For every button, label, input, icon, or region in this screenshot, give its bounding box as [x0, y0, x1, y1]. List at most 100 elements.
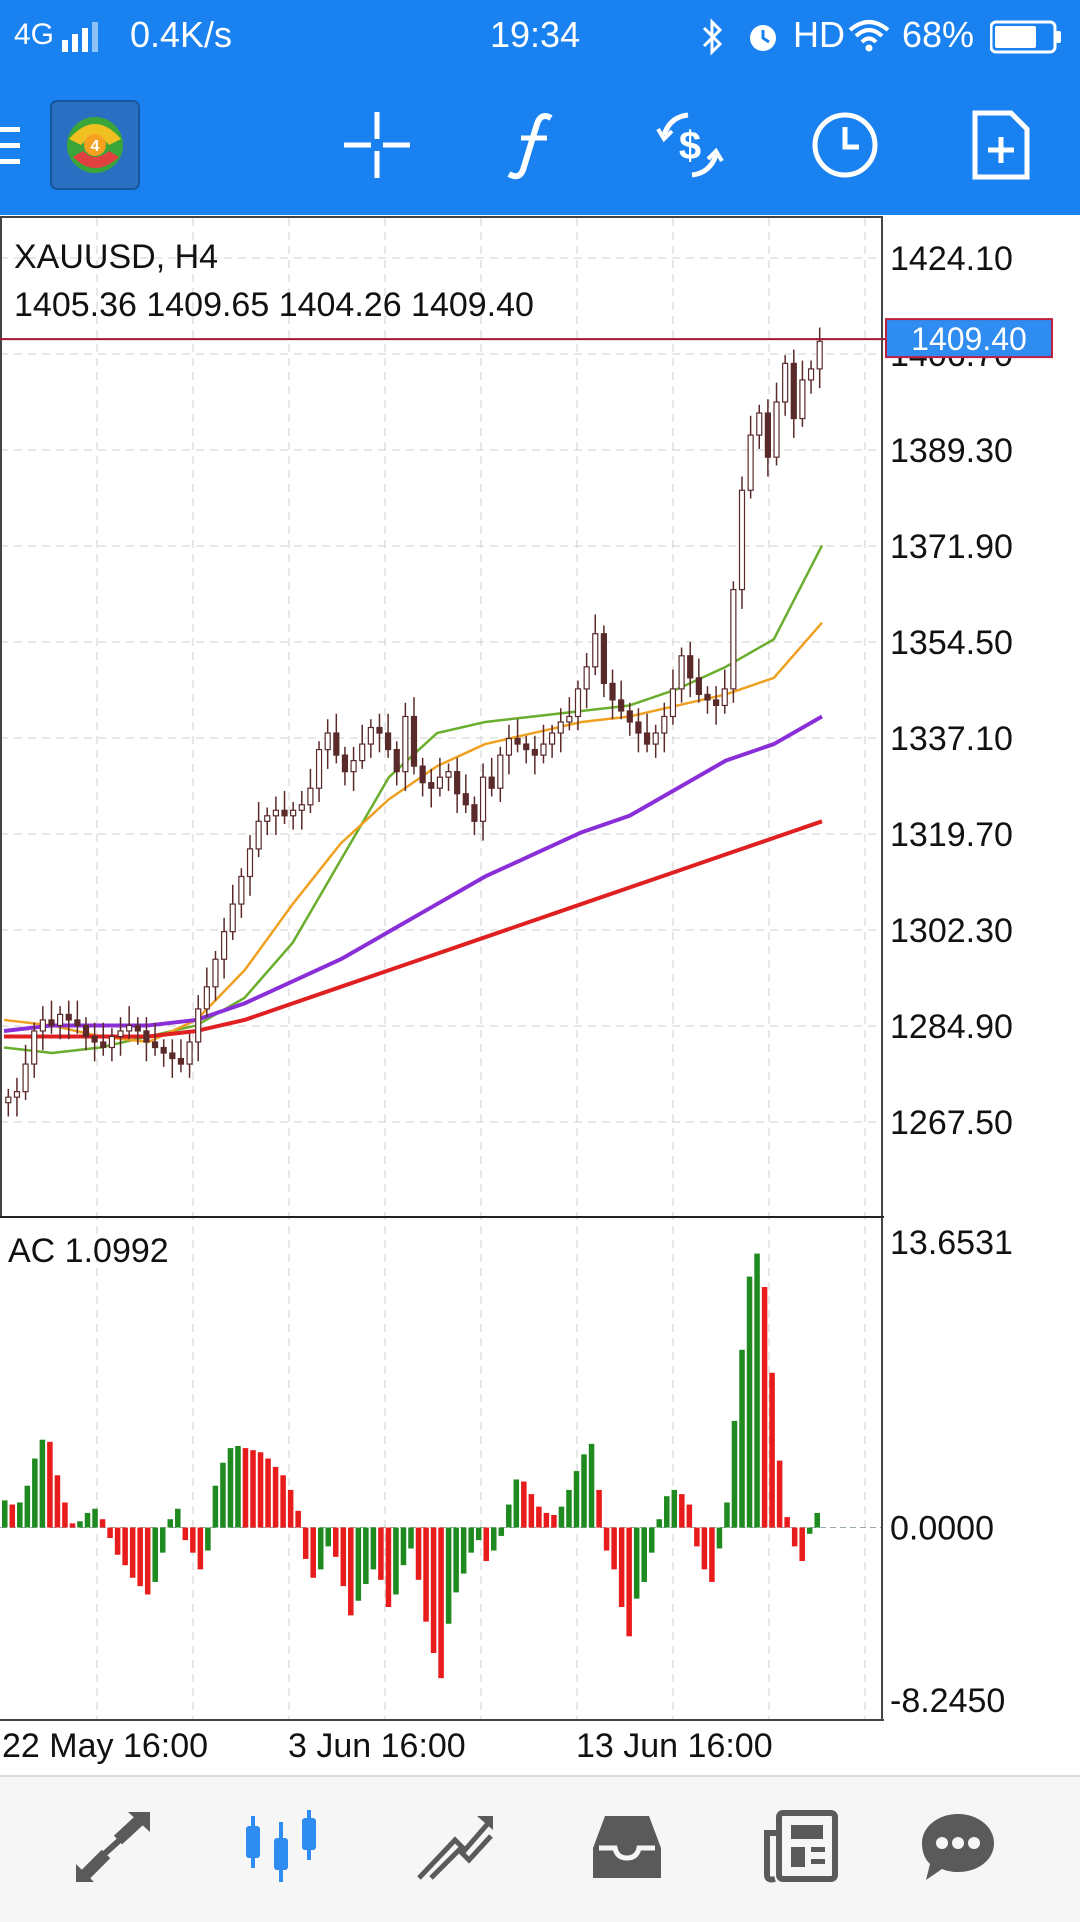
ac-bar — [227, 1448, 234, 1528]
history-icon[interactable] — [577, 1797, 677, 1897]
price-axis-label: 1267.50 — [890, 1104, 1013, 1142]
chat-icon[interactable] — [908, 1797, 1008, 1897]
news-icon[interactable] — [751, 1797, 851, 1897]
candle-body — [488, 776, 495, 789]
hd-label: HD — [793, 14, 845, 55]
candle-body — [376, 726, 383, 734]
candle-body — [609, 682, 616, 701]
ac-bar — [415, 1527, 422, 1580]
candle-body — [229, 903, 236, 933]
time-label-2: 3 Jun 16:00 — [288, 1727, 466, 1765]
candle-body — [419, 765, 426, 784]
quotes-icon[interactable] — [62, 1797, 162, 1897]
ac-bar — [611, 1527, 617, 1570]
ac-bar — [746, 1276, 753, 1528]
ac-bar — [39, 1439, 46, 1528]
candle-body — [255, 820, 262, 850]
ac-bar — [551, 1515, 557, 1528]
ac-bar — [754, 1253, 760, 1528]
price-chart[interactable]: 1424.101406.701389.301371.901354.501337.… — [0, 215, 1080, 1775]
metatrader-logo[interactable]: 4 — [45, 95, 145, 195]
candle-body — [428, 782, 435, 789]
candle-body — [307, 787, 314, 806]
ac-bar — [182, 1527, 189, 1541]
ac-bar — [122, 1527, 128, 1566]
time-label-1: 22 May 16:00 — [2, 1727, 208, 1765]
ac-bar — [129, 1527, 136, 1578]
price-axis-label: 1319.70 — [890, 816, 1013, 854]
candle-body — [531, 748, 538, 756]
candle-body — [238, 875, 245, 905]
ac-bar — [408, 1527, 414, 1549]
svg-text:$: $ — [679, 124, 701, 168]
ac-bar — [709, 1527, 715, 1582]
current-price-badge — [885, 318, 1053, 359]
candle-body — [514, 737, 521, 745]
menu-icon[interactable] — [0, 95, 40, 195]
candle-body — [298, 804, 305, 811]
ac-bar — [498, 1527, 505, 1536]
alarm-icon — [750, 25, 776, 51]
indicators-icon[interactable] — [483, 95, 583, 195]
ac-bar — [92, 1508, 98, 1528]
price-axis-label: 1389.30 — [890, 432, 1013, 470]
candle-body — [592, 633, 599, 668]
new-order-icon[interactable] — [951, 95, 1051, 195]
symbol-swap-icon[interactable]: $ — [640, 95, 740, 195]
crosshair-icon[interactable] — [327, 95, 427, 195]
chart-icon[interactable] — [232, 1797, 332, 1897]
candle-body — [669, 688, 677, 718]
candle-body — [74, 1019, 81, 1027]
trade-icon[interactable] — [405, 1797, 505, 1897]
ac-bar — [84, 1512, 91, 1528]
ac-bar — [107, 1527, 113, 1539]
candle-body — [100, 1041, 107, 1049]
ac-bar — [9, 1504, 16, 1528]
candle-body — [661, 715, 668, 734]
ac-bar — [596, 1489, 602, 1528]
ac-bar — [791, 1527, 798, 1547]
chart-area[interactable]: 1424.101406.701389.301371.901354.501337.… — [0, 215, 1080, 1775]
svg-text:4: 4 — [91, 138, 100, 155]
ac-bar — [159, 1527, 166, 1553]
ac-bar — [430, 1527, 437, 1654]
candle-body — [549, 732, 556, 745]
candle-body — [410, 715, 418, 767]
ac-bar — [648, 1527, 655, 1553]
timeframe-icon[interactable] — [795, 95, 895, 195]
candle-body — [799, 379, 806, 420]
ac-bar — [190, 1527, 196, 1553]
ac-bar — [114, 1527, 121, 1555]
ac-bar — [460, 1527, 467, 1574]
price-axis-label: 1354.50 — [890, 624, 1013, 662]
ac-bar — [265, 1458, 271, 1528]
ac-bar — [588, 1443, 595, 1528]
ac-bar — [694, 1527, 700, 1547]
candle-body — [13, 1091, 21, 1098]
ac-bar — [475, 1527, 482, 1541]
candle-body — [143, 1030, 150, 1043]
candle-body — [281, 809, 288, 817]
candle-body — [212, 958, 219, 988]
candle-body — [747, 434, 754, 491]
ac-bar — [513, 1479, 520, 1528]
candle-body — [738, 489, 746, 591]
ac-bar — [363, 1527, 369, 1585]
candle-body — [31, 1030, 38, 1065]
candle-body — [807, 368, 815, 381]
wifi-icon — [848, 20, 890, 52]
ac-bar — [355, 1527, 362, 1601]
candle-body — [583, 666, 590, 690]
candle-body — [57, 1013, 64, 1027]
ac-bar — [287, 1489, 294, 1528]
ac-bar — [167, 1519, 174, 1528]
indicator-axis-label: 13.6531 — [890, 1224, 1013, 1262]
candle-body — [264, 815, 271, 822]
ac-bar — [69, 1523, 76, 1528]
candle-body — [523, 743, 530, 751]
candle-body — [367, 726, 374, 745]
ac-bar — [445, 1527, 452, 1624]
bluetooth-icon — [702, 18, 723, 56]
ac-bar — [2, 1500, 8, 1528]
candle-body — [618, 699, 625, 712]
